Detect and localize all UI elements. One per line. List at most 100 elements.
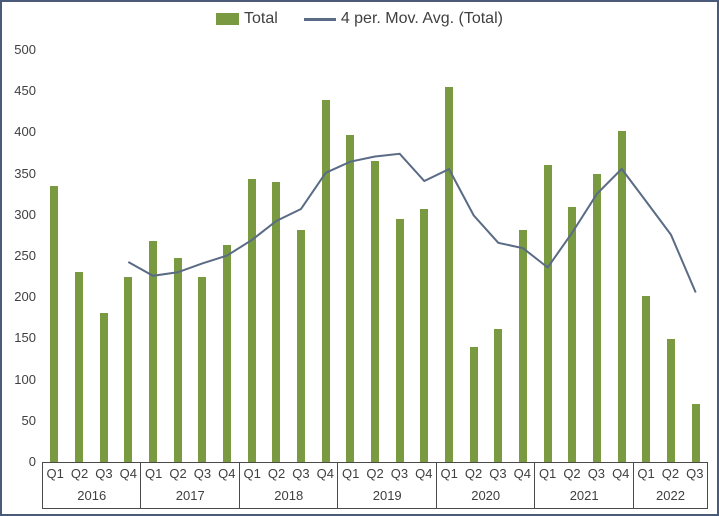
quarter-label: Q4 [316, 466, 334, 482]
quarter-label: Q1 [637, 466, 655, 482]
total-bar [642, 295, 651, 462]
bar-slot [67, 50, 92, 462]
year-group-2018: Q1 Q2 Q3 Q4 2018 [240, 463, 339, 508]
total-bar [371, 161, 380, 462]
total-bar [568, 206, 577, 462]
bar-slot [313, 50, 338, 462]
bar-slot [511, 50, 536, 462]
bar-slot [338, 50, 363, 462]
year-label: 2017 [175, 487, 205, 503]
bar-slot [141, 50, 166, 462]
quarter-label: Q1 [341, 466, 360, 482]
total-bar [519, 230, 528, 462]
quarter-row: Q1 Q2 Q3 Q4 [43, 463, 140, 485]
y-tick-label: 150 [14, 330, 36, 346]
total-bar [50, 185, 59, 462]
year-label: 2018 [274, 487, 304, 503]
quarter-label: Q3 [587, 466, 606, 482]
bar-slot [535, 50, 560, 462]
year-group-2021: Q1 Q2 Q3 Q4 2021 [535, 463, 634, 508]
quarter-label: Q3 [686, 466, 704, 482]
moving-average-line [127, 152, 697, 293]
quarter-label: Q2 [70, 466, 89, 482]
y-tick-label: 250 [14, 248, 36, 263]
bar-slot [239, 50, 264, 462]
quarter-label: Q2 [366, 466, 384, 482]
bar-slot [363, 50, 388, 462]
moving-average-line-swatch-icon [303, 17, 336, 21]
year-label: 2021 [569, 487, 599, 503]
total-bar [124, 276, 133, 462]
bar-slot [609, 50, 634, 462]
total-bar [469, 346, 478, 462]
total-bar [99, 312, 108, 462]
y-tick-label: 0 [28, 454, 36, 469]
avg-line-svg [127, 152, 697, 293]
bar-slot [560, 50, 585, 462]
legend-item-total: Total [216, 10, 278, 28]
quarter-label: Q4 [218, 466, 236, 482]
total-bar [247, 179, 256, 462]
quarter-label: Q2 [267, 466, 286, 482]
year-label: 2020 [471, 487, 501, 503]
quarter-label: Q2 [563, 466, 581, 482]
x-axis-box: Q1 Q2 Q3 Q4 2016 Q1 Q2 Q3 Q4 2017 Q1 Q2 Q3 Q4 2018 Q1 Q2… [42, 462, 708, 509]
total-bar [198, 277, 207, 462]
bar-slot [289, 50, 314, 462]
total-bar [223, 245, 232, 462]
year-group-2017: Q1 Q2 Q3 Q4 2017 [141, 463, 240, 508]
total-bar [272, 181, 281, 462]
quarter-label: Q4 [415, 466, 433, 482]
quarter-label: Q1 [440, 466, 458, 482]
bar-slot [659, 50, 684, 462]
total-bar [420, 209, 429, 462]
bar-slot [91, 50, 116, 462]
y-tick-label: 450 [14, 83, 36, 99]
total-bar [593, 173, 602, 462]
total-bar [445, 87, 454, 462]
total-bar [321, 100, 330, 462]
quarter-label: Q3 [95, 466, 113, 482]
total-bar [75, 272, 83, 462]
quarter-label: Q3 [193, 466, 212, 482]
total-bar [617, 130, 626, 462]
quarter-row: Q1 Q2 Q3 Q4 [338, 463, 435, 485]
bar-slot [264, 50, 289, 462]
bars [42, 50, 708, 462]
legend: Total 4 per. Mov. Avg. (Total) [2, 10, 717, 28]
quarter-label: Q1 [46, 466, 64, 482]
quarter-row: Q1 Q2 Q3 Q4 [240, 463, 337, 485]
plot-area [42, 50, 708, 462]
bar-slot [387, 50, 412, 462]
year-group-2020: Q1 Q2 Q3 Q4 2020 [437, 463, 536, 508]
total-bar [149, 241, 158, 462]
quarter-row: Q1 Q2 Q3 Q4 [535, 463, 632, 485]
legend-item-moving-average: 4 per. Mov. Avg. (Total) [303, 10, 503, 28]
bar-slot [190, 50, 215, 462]
legend-label-moving-average: 4 per. Mov. Avg. (Total) [340, 10, 503, 27]
bar-slot [42, 50, 67, 462]
year-label: 2019 [372, 487, 402, 503]
year-group-2022: Q1 Q2 Q3 2022 [634, 463, 707, 508]
y-tick-label: 350 [14, 165, 36, 181]
total-series-swatch-icon [216, 13, 240, 25]
total-bar [691, 404, 700, 462]
quarter-label: Q4 [612, 466, 630, 482]
bar-slot [437, 50, 462, 462]
y-tick-label: 400 [14, 124, 36, 140]
bar-slot [683, 50, 708, 462]
y-tick-label: 100 [14, 371, 36, 387]
quarter-label: Q2 [464, 466, 483, 482]
total-bar [543, 164, 552, 462]
year-group-2019: Q1 Q2 Q3 Q4 2019 [338, 463, 437, 508]
quarter-label: Q2 [169, 466, 187, 482]
bar-slot [634, 50, 659, 462]
quarter-label: Q1 [145, 466, 163, 482]
quarter-label: Q2 [661, 466, 680, 482]
total-bar [395, 218, 404, 462]
quarter-row: Q1 Q2 Q3 Q4 [437, 463, 534, 485]
total-bar [346, 134, 355, 462]
quarter-label: Q3 [489, 466, 507, 482]
legend-label-total: Total [244, 10, 278, 27]
